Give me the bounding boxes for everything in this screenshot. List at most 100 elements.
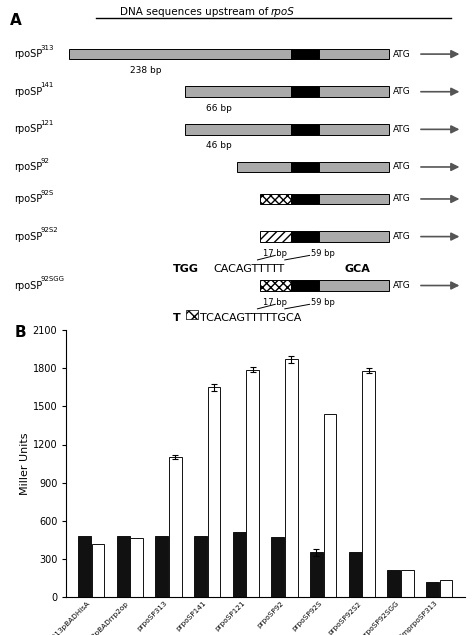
Bar (319, 280, 390, 291)
Text: prpoSP92S2: prpoSP92S2 (327, 600, 362, 635)
Text: ATG: ATG (392, 163, 410, 171)
Bar (69, 49, 291, 59)
Bar (291, 124, 319, 135)
Bar (362, 371, 375, 597)
Text: rpoSP: rpoSP (14, 281, 42, 291)
Text: B: B (15, 325, 26, 340)
Text: prpoSP313: prpoSP313 (137, 600, 169, 632)
Text: rpoS: rpoS (271, 7, 295, 17)
Text: 17 bp: 17 bp (263, 298, 287, 307)
Bar (272, 537, 284, 597)
Text: ATG: ATG (392, 281, 410, 290)
Text: A: A (9, 13, 21, 28)
Bar (291, 194, 319, 204)
Text: rpoSP: rpoSP (14, 232, 42, 241)
Bar (291, 162, 319, 172)
Bar (130, 538, 143, 597)
Bar (155, 536, 168, 597)
Text: 92S: 92S (40, 190, 54, 196)
Bar (260, 231, 291, 242)
Text: rpoSP: rpoSP (14, 194, 42, 204)
Bar (237, 162, 291, 172)
Text: 238 bp: 238 bp (130, 66, 162, 75)
Bar (260, 280, 291, 291)
Bar (260, 194, 291, 204)
Text: ATG: ATG (392, 50, 410, 58)
Text: 141: 141 (40, 83, 54, 88)
Bar (78, 536, 91, 597)
Bar (185, 86, 291, 97)
Text: prpoSP92SGG: prpoSP92SGG (0, 634, 1, 635)
Text: prpoSP141: prpoSP141 (0, 634, 1, 635)
Text: ATG: ATG (392, 87, 410, 97)
Bar (319, 86, 390, 97)
Text: rpoSP: rpoSP (14, 124, 42, 135)
Bar (291, 49, 319, 59)
Text: prpoSP141: prpoSP141 (175, 600, 208, 632)
Text: ΔrpoN-CmprpoSP313: ΔrpoN-CmprpoSP313 (381, 600, 439, 635)
Text: prpoSP92S: prpoSP92S (0, 634, 1, 635)
Text: 46 bp: 46 bp (206, 142, 232, 150)
Bar (291, 86, 319, 97)
Bar (91, 544, 104, 597)
Text: 92S2: 92S2 (40, 227, 58, 233)
Text: ATG: ATG (392, 125, 410, 134)
Bar (246, 370, 259, 597)
Bar (319, 162, 390, 172)
Text: prpoSP92SGG: prpoSP92SGG (361, 600, 401, 635)
Bar (185, 124, 291, 135)
Text: rpoSP: rpoSP (14, 162, 42, 172)
Text: 92: 92 (40, 157, 49, 164)
Bar (310, 552, 323, 597)
Text: 66 bp: 66 bp (206, 104, 232, 113)
Bar (117, 536, 129, 597)
Bar (291, 280, 319, 291)
Bar (233, 532, 246, 597)
Text: prpoSP92S2: prpoSP92S2 (0, 634, 1, 635)
Bar (401, 570, 414, 597)
Text: 59 bp: 59 bp (311, 249, 335, 258)
Text: CACAGTTTTT: CACAGTTTTT (213, 264, 284, 274)
Bar (319, 124, 390, 135)
Text: prpoSP92S: prpoSP92S (291, 600, 323, 632)
Bar (324, 414, 337, 597)
Text: prpoSP92: prpoSP92 (256, 600, 285, 629)
Text: prpoSP121: prpoSP121 (214, 600, 246, 632)
Bar (285, 359, 298, 597)
Text: prpoSP313pBADHisA: prpoSP313pBADHisA (34, 600, 91, 635)
Text: 59 bp: 59 bp (311, 298, 335, 307)
Bar (319, 194, 390, 204)
Text: prpoSP313: prpoSP313 (0, 634, 1, 635)
Bar (169, 457, 182, 597)
Bar (291, 231, 319, 242)
Text: rpoSP: rpoSP (14, 87, 42, 97)
Text: rpoSP: rpoSP (14, 49, 42, 59)
Text: 92SGG: 92SGG (40, 276, 64, 282)
Bar (387, 570, 400, 597)
Text: ATG: ATG (392, 232, 410, 241)
Y-axis label: Miller Units: Miller Units (20, 432, 30, 495)
Text: T: T (173, 312, 181, 323)
Text: 121: 121 (40, 120, 54, 126)
Bar (426, 582, 439, 597)
Text: TCACAGTTTTTGCA: TCACAGTTTTTGCA (200, 312, 301, 323)
Bar (186, 311, 198, 319)
Bar (319, 231, 390, 242)
Bar (194, 536, 207, 597)
Bar (439, 580, 452, 597)
Text: prpoSP313pBADrrp2op: prpoSP313pBADrrp2op (66, 600, 130, 635)
Bar (319, 49, 390, 59)
Text: 17 bp: 17 bp (263, 249, 287, 258)
Text: GCA: GCA (345, 264, 371, 274)
Text: prpoSP92: prpoSP92 (0, 634, 1, 635)
Text: prpoSP313pBADHisA: prpoSP313pBADHisA (0, 634, 1, 635)
Text: TGG: TGG (173, 264, 199, 274)
Text: 313: 313 (40, 44, 54, 51)
Text: ΔrpoN-CmprpoSP313: ΔrpoN-CmprpoSP313 (0, 634, 1, 635)
Text: DNA sequences upstream of: DNA sequences upstream of (119, 7, 271, 17)
Text: prpoSP313pBADrrp2op: prpoSP313pBADrrp2op (0, 634, 1, 635)
Bar (208, 387, 220, 597)
Text: prpoSP121: prpoSP121 (0, 634, 1, 635)
Text: ATG: ATG (392, 194, 410, 203)
Bar (349, 552, 362, 597)
